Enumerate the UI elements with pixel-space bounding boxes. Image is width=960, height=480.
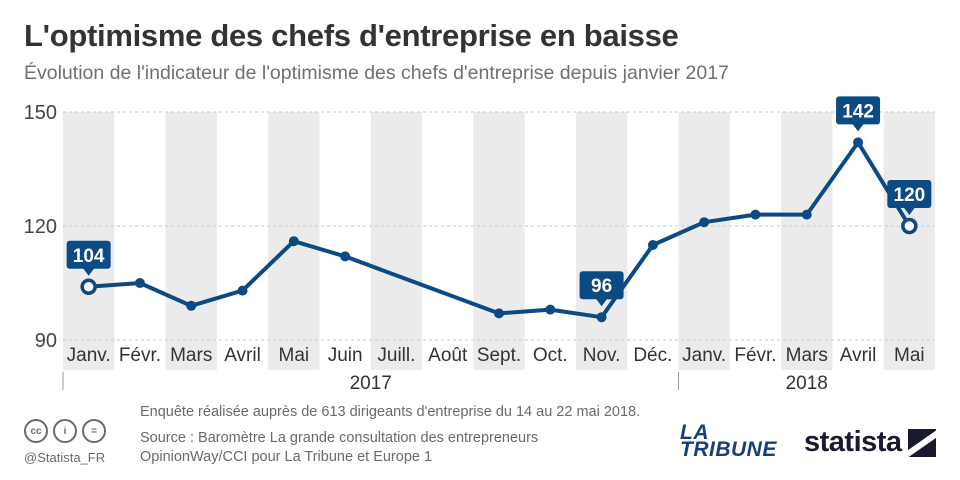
x-tick-label: Févr. bbox=[734, 345, 776, 366]
statista-wordmark: statista bbox=[804, 426, 902, 458]
license-icons: cc i = bbox=[24, 419, 106, 443]
y-tick-label: 90 bbox=[35, 330, 57, 352]
data-point bbox=[596, 312, 607, 323]
x-tick-label: Oct. bbox=[533, 345, 568, 366]
data-label: 120 bbox=[894, 185, 926, 206]
data-point bbox=[340, 251, 351, 262]
year-label: 2017 bbox=[350, 373, 392, 394]
data-point bbox=[80, 278, 97, 296]
y-tick-label: 150 bbox=[24, 102, 57, 124]
by-icon[interactable]: i bbox=[53, 419, 77, 443]
la-tribune-logo-line1: LA bbox=[680, 421, 709, 444]
data-label-pointer bbox=[595, 298, 608, 307]
equal-icon[interactable]: = bbox=[82, 419, 106, 443]
x-tick-label: Mars bbox=[786, 345, 828, 366]
statista-mark-icon bbox=[907, 428, 936, 457]
data-label-box bbox=[836, 96, 881, 125]
statista-handle[interactable]: @Statista_FR bbox=[24, 450, 106, 465]
x-tick-label: Mai bbox=[279, 345, 310, 366]
data-point bbox=[186, 300, 197, 311]
data-point bbox=[750, 209, 761, 220]
cc-icon[interactable]: cc bbox=[24, 419, 48, 443]
x-tick-label: Juill. bbox=[377, 345, 415, 366]
column-band bbox=[678, 112, 730, 370]
data-label: 104 bbox=[73, 246, 105, 267]
survey-note: Enquête réalisée auprès de 613 dirigeant… bbox=[140, 404, 641, 420]
data-label-pointer bbox=[903, 207, 916, 215]
la-tribune-logo-line2: TRIBUNE bbox=[680, 438, 777, 461]
source-line-2: OpinionWay/CCI pour La Tribune et Europe… bbox=[140, 449, 433, 465]
x-tick-label: Mai bbox=[894, 345, 925, 366]
column-band bbox=[473, 112, 525, 370]
column-band bbox=[370, 112, 423, 370]
chart-title: L'optimisme des chefs d'entreprise en ba… bbox=[24, 18, 679, 53]
column-band bbox=[883, 112, 935, 370]
column-band bbox=[165, 112, 217, 370]
x-tick-label: Avril bbox=[224, 345, 261, 366]
x-tick-label: Févr. bbox=[119, 345, 161, 366]
data-label: 142 bbox=[842, 101, 874, 122]
data-point bbox=[647, 240, 658, 250]
x-tick-label: Sept. bbox=[477, 345, 521, 366]
data-point bbox=[801, 209, 812, 220]
data-label-box bbox=[579, 271, 624, 300]
y-tick-label: 120 bbox=[24, 216, 57, 238]
data-label-box bbox=[887, 180, 932, 208]
data-point bbox=[237, 285, 248, 296]
column-band bbox=[781, 112, 833, 370]
data-point bbox=[545, 304, 556, 315]
x-tick-label: Janv. bbox=[682, 345, 726, 366]
data-label-box bbox=[66, 240, 111, 269]
year-label: 2018 bbox=[786, 373, 828, 394]
la-tribune-logo: LA TRIBUNE bbox=[680, 421, 782, 461]
chart-subtitle: Évolution de l'indicateur de l'optimisme… bbox=[24, 62, 729, 84]
data-point bbox=[494, 308, 504, 319]
x-tick-label: Janv. bbox=[67, 345, 111, 366]
data-point bbox=[699, 217, 710, 228]
data-point bbox=[853, 137, 864, 148]
x-tick-label: Déc. bbox=[633, 345, 672, 366]
x-tick-label: Août bbox=[428, 345, 468, 366]
x-tick-label: Juin bbox=[328, 345, 363, 366]
source-line-1: Source : Baromètre La grande consultatio… bbox=[140, 430, 539, 446]
data-label-pointer bbox=[82, 267, 95, 276]
data-point bbox=[288, 236, 299, 247]
x-tick-label: Nov. bbox=[583, 345, 621, 366]
statista-logo[interactable]: statista bbox=[804, 426, 936, 459]
column-band bbox=[575, 112, 628, 370]
data-point bbox=[134, 278, 145, 288]
data-label-pointer bbox=[852, 123, 865, 132]
line-chart: 90 120 150 Janv. Févr. Mars Avril Mai Juin Juill.… bbox=[24, 96, 935, 394]
data-label: 96 bbox=[591, 276, 612, 297]
x-tick-label: Avril bbox=[840, 345, 877, 366]
x-tick-label: Mars bbox=[170, 345, 212, 366]
data-point bbox=[901, 217, 918, 235]
